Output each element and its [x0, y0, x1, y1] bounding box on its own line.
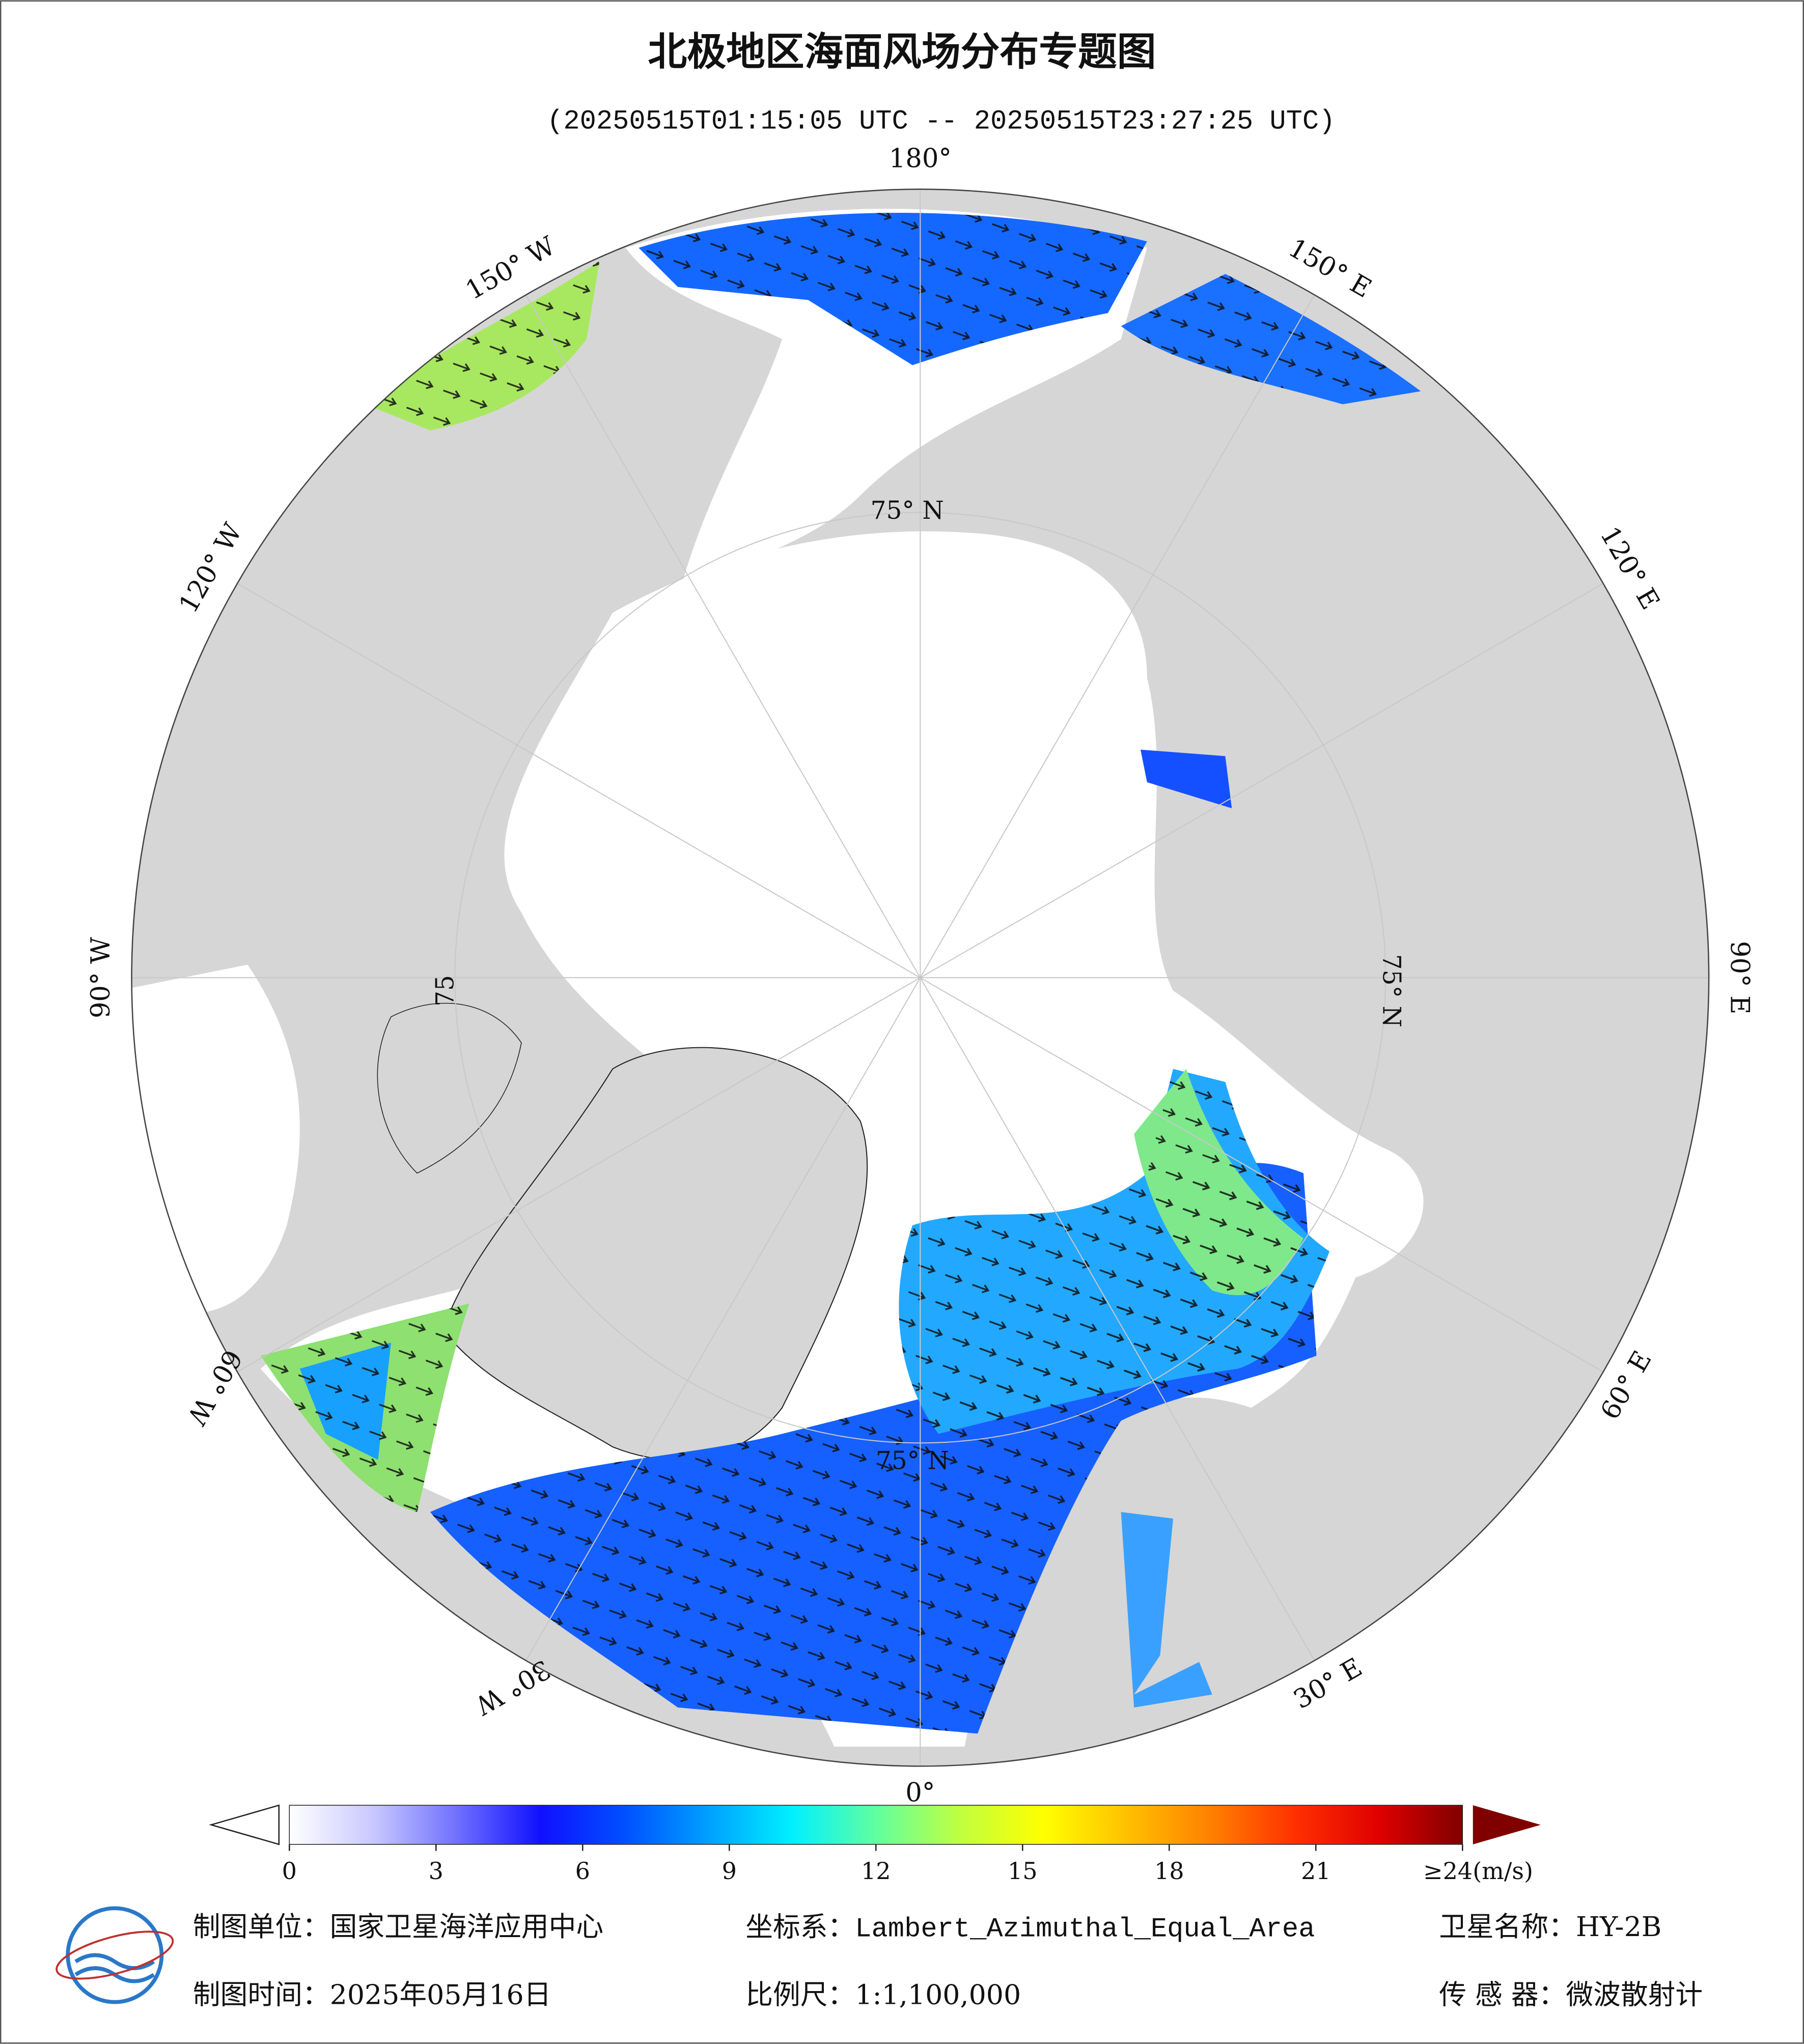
colorbar-tick-label: 6 — [575, 1857, 590, 1885]
colorbar — [289, 1805, 1463, 1845]
lat-label: 75° N — [871, 496, 944, 525]
colorbar-tick-label: 12 — [861, 1857, 891, 1885]
wind-patch — [1140, 749, 1232, 808]
map-border — [131, 188, 1710, 1767]
footer-sensor: 传 感 器：微波散射计 — [1439, 1978, 1703, 2010]
colorbar-tick-label: 18 — [1154, 1857, 1184, 1885]
map — [131, 189, 1709, 1767]
graticule — [131, 189, 1709, 1767]
logo — [55, 1906, 174, 2004]
colorbar-tick-label: 15 — [1008, 1857, 1038, 1885]
lat-label: 75° N — [1377, 954, 1405, 1027]
lon-label: 180° — [889, 143, 952, 174]
footer-satellite: 卫星名称：HY-2B — [1439, 1911, 1661, 1943]
footer-date: 制图时间：2025年05月16日 — [193, 1978, 551, 2010]
footer-scale: 比例尺：1:1,100,000 — [745, 1978, 1021, 2010]
colorbar-over — [1473, 1805, 1541, 1844]
colorbar-under — [209, 1804, 280, 1845]
lat-label: 75° N — [876, 1446, 949, 1475]
colorbar-tick-label: 9 — [722, 1857, 737, 1885]
colorbar-tick-label: 3 — [429, 1857, 443, 1885]
footer-unit: 制图单位：国家卫星海洋应用中心 — [193, 1911, 603, 1943]
lon-label: 90° E — [1724, 941, 1755, 1014]
wind-arrows — [260, 212, 1421, 1734]
lon-label: 90° W — [86, 937, 116, 1018]
colorbar-tick-label: ≥24(m/s) — [1423, 1857, 1533, 1885]
title: 北极地区海面风场分布专题图 — [648, 29, 1156, 75]
colorbar-tick-label: 21 — [1301, 1857, 1331, 1885]
subtitle: (20250515T01:15:05 UTC -- 20250515T23:27… — [547, 106, 1335, 137]
footer-coordinate: 坐标系：Lambert_Azimuthal_Equal_Area — [745, 1913, 1315, 1945]
island — [377, 1002, 522, 1174]
colorbar-tick-label: 0 — [282, 1857, 297, 1885]
lon-label: 0° — [905, 1778, 935, 1808]
lat-label: 75 — [431, 975, 460, 1006]
wind-patch — [1121, 1512, 1212, 1708]
